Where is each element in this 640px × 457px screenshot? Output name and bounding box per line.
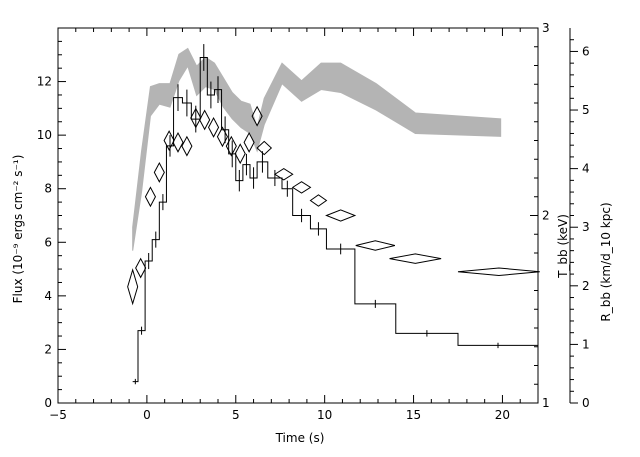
temperature-diamond: [291, 181, 312, 194]
x-tick-label: 5: [232, 408, 240, 422]
y-right-outer-tick-label: 1: [582, 337, 590, 351]
x-tick-label: −5: [49, 408, 67, 422]
y-right-inner-tick-label: 3: [542, 21, 550, 35]
radius-band-layer: [132, 47, 502, 251]
y-axis-title-left: Flux (10⁻⁹ ergs cm⁻² s⁻¹): [11, 155, 25, 304]
y-right-outer-tick-label: 5: [582, 103, 590, 117]
temperature-diamond: [163, 130, 175, 151]
temperature-diamond: [389, 253, 442, 264]
temperature-diamond: [256, 140, 273, 156]
temperature-diamond: [153, 161, 165, 183]
radius-band: [132, 47, 502, 251]
y-right-outer-tick-label: 2: [582, 279, 590, 293]
temperature-diamond: [251, 105, 263, 127]
temperature-diamond-layer: [127, 105, 540, 306]
temperature-diamond: [273, 168, 294, 181]
temperature-diamond: [207, 116, 220, 138]
x-tick-label: 0: [143, 408, 151, 422]
x-tick-label: 10: [317, 408, 332, 422]
temperature-diamond: [225, 135, 237, 157]
y-right-outer-tick-label: 6: [582, 44, 590, 58]
temperature-diamond: [135, 257, 147, 279]
temperature-diamond: [144, 186, 157, 208]
y-left-tick-label: 10: [37, 128, 52, 142]
y-axis-title-right-inner: T_bb (keV): [556, 214, 570, 279]
temperature-diamond: [127, 268, 139, 306]
y-left-tick-label: 12: [37, 75, 52, 89]
temperature-diamond: [234, 143, 246, 165]
x-axis-title: Time (s): [275, 431, 325, 445]
temperature-diamond: [181, 135, 193, 157]
x-tick-label: 15: [406, 408, 421, 422]
y-right-outer-tick-label: 4: [582, 162, 590, 176]
y-left-tick-label: 4: [44, 289, 52, 303]
flux-histogram-layer: [132, 44, 538, 385]
temperature-diamond: [309, 194, 328, 207]
y-right-outer-tick-label: 3: [582, 220, 590, 234]
temperature-diamond: [355, 240, 396, 251]
temperature-diamond: [457, 267, 540, 277]
temperature-diamond: [172, 131, 184, 153]
temperature-diamond: [199, 109, 211, 131]
y-right-inner-tick-label: 1: [542, 396, 550, 410]
y-axis-title-right-outer: R_bb (km/d_10 kpc): [599, 202, 613, 321]
x-tick-label: 20: [495, 408, 510, 422]
temperature-diamond: [216, 126, 229, 148]
temperature-diamond: [325, 209, 357, 222]
y-left-tick-label: 0: [44, 396, 52, 410]
y-left-tick-label: 2: [44, 342, 52, 356]
y-left-tick-label: 6: [44, 235, 52, 249]
temperature-diamond: [243, 131, 255, 153]
y-left-tick-label: 8: [44, 182, 52, 196]
y-right-outer-tick-label: 0: [582, 396, 590, 410]
y-right-inner-tick-label: 2: [542, 209, 550, 223]
